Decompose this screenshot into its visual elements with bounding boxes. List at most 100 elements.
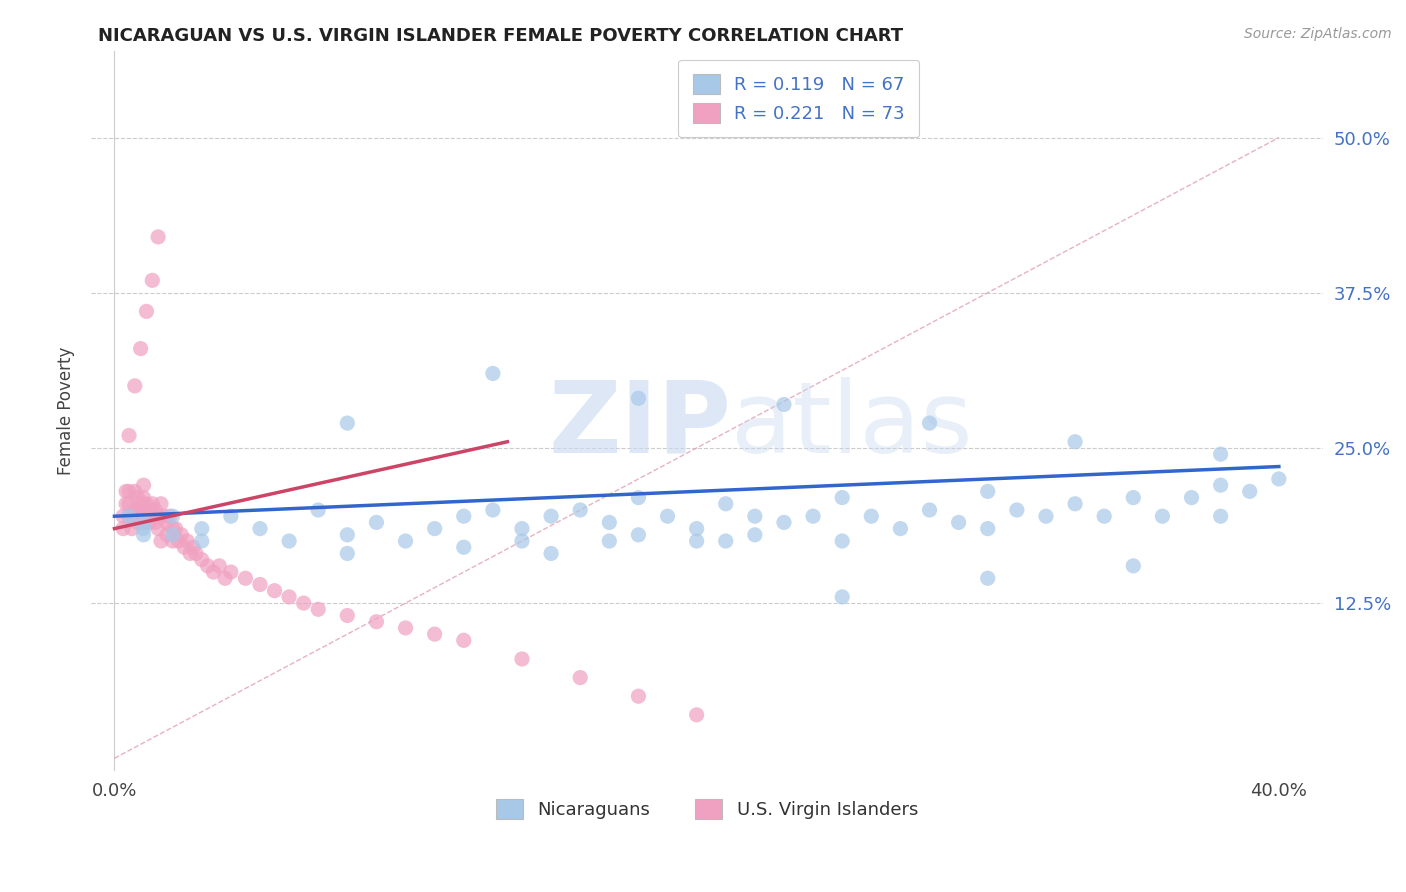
- Point: [918, 416, 941, 430]
- Point: [112, 522, 135, 536]
- Point: [292, 596, 315, 610]
- Point: [162, 534, 184, 549]
- Point: [1064, 434, 1087, 449]
- Point: [129, 497, 152, 511]
- Point: [132, 503, 155, 517]
- Legend: Nicaraguans, U.S. Virgin Islanders: Nicaraguans, U.S. Virgin Islanders: [488, 792, 925, 827]
- Point: [831, 534, 853, 549]
- Point: [132, 516, 155, 530]
- Point: [127, 503, 149, 517]
- Point: [685, 534, 707, 549]
- Point: [129, 509, 152, 524]
- Point: [132, 516, 155, 530]
- Point: [150, 497, 173, 511]
- Point: [127, 491, 149, 505]
- Point: [1035, 509, 1057, 524]
- Point: [141, 509, 163, 524]
- Point: [181, 540, 204, 554]
- Point: [162, 522, 184, 536]
- Point: [598, 534, 620, 549]
- Point: [860, 509, 883, 524]
- Point: [453, 633, 475, 648]
- Point: [918, 503, 941, 517]
- Point: [184, 546, 207, 560]
- Point: [627, 491, 650, 505]
- Point: [118, 509, 141, 524]
- Point: [235, 571, 257, 585]
- Point: [510, 652, 533, 666]
- Point: [773, 516, 796, 530]
- Point: [366, 516, 388, 530]
- Point: [127, 516, 149, 530]
- Point: [162, 528, 184, 542]
- Point: [118, 497, 141, 511]
- Point: [1239, 484, 1261, 499]
- Point: [129, 342, 152, 356]
- Point: [540, 546, 562, 560]
- Point: [191, 534, 214, 549]
- Point: [249, 577, 271, 591]
- Point: [132, 528, 155, 542]
- Point: [143, 516, 166, 530]
- Point: [170, 528, 193, 542]
- Point: [167, 534, 190, 549]
- Point: [977, 522, 1000, 536]
- Point: [124, 484, 146, 499]
- Point: [197, 558, 219, 573]
- Point: [249, 522, 271, 536]
- Point: [1064, 497, 1087, 511]
- Point: [744, 509, 766, 524]
- Point: [336, 416, 359, 430]
- Point: [202, 565, 225, 579]
- Point: [366, 615, 388, 629]
- Point: [156, 516, 179, 530]
- Point: [1005, 503, 1028, 517]
- Point: [627, 690, 650, 704]
- Point: [714, 534, 737, 549]
- Point: [124, 503, 146, 517]
- Point: [135, 304, 157, 318]
- Point: [336, 546, 359, 560]
- Point: [336, 608, 359, 623]
- Point: [219, 565, 242, 579]
- Point: [889, 522, 911, 536]
- Point: [208, 558, 231, 573]
- Point: [423, 627, 446, 641]
- Point: [598, 516, 620, 530]
- Point: [1092, 509, 1115, 524]
- Point: [569, 503, 592, 517]
- Point: [1122, 558, 1144, 573]
- Point: [121, 509, 143, 524]
- Point: [153, 509, 176, 524]
- Text: NICARAGUAN VS U.S. VIRGIN ISLANDER FEMALE POVERTY CORRELATION CHART: NICARAGUAN VS U.S. VIRGIN ISLANDER FEMAL…: [98, 27, 904, 45]
- Point: [569, 671, 592, 685]
- Point: [176, 534, 198, 549]
- Point: [977, 571, 1000, 585]
- Point: [112, 509, 135, 524]
- Point: [115, 497, 138, 511]
- Point: [1209, 478, 1232, 492]
- Point: [685, 707, 707, 722]
- Point: [138, 503, 160, 517]
- Text: atlas: atlas: [731, 376, 973, 474]
- Point: [510, 522, 533, 536]
- Point: [831, 491, 853, 505]
- Point: [307, 602, 329, 616]
- Point: [1122, 491, 1144, 505]
- Point: [831, 590, 853, 604]
- Point: [219, 509, 242, 524]
- Point: [627, 528, 650, 542]
- Point: [132, 491, 155, 505]
- Point: [141, 497, 163, 511]
- Point: [191, 522, 214, 536]
- Point: [453, 509, 475, 524]
- Point: [162, 509, 184, 524]
- Point: [263, 583, 285, 598]
- Point: [1209, 447, 1232, 461]
- Point: [121, 522, 143, 536]
- Point: [143, 503, 166, 517]
- Point: [191, 552, 214, 566]
- Text: ZIP: ZIP: [548, 376, 731, 474]
- Point: [132, 522, 155, 536]
- Point: [540, 509, 562, 524]
